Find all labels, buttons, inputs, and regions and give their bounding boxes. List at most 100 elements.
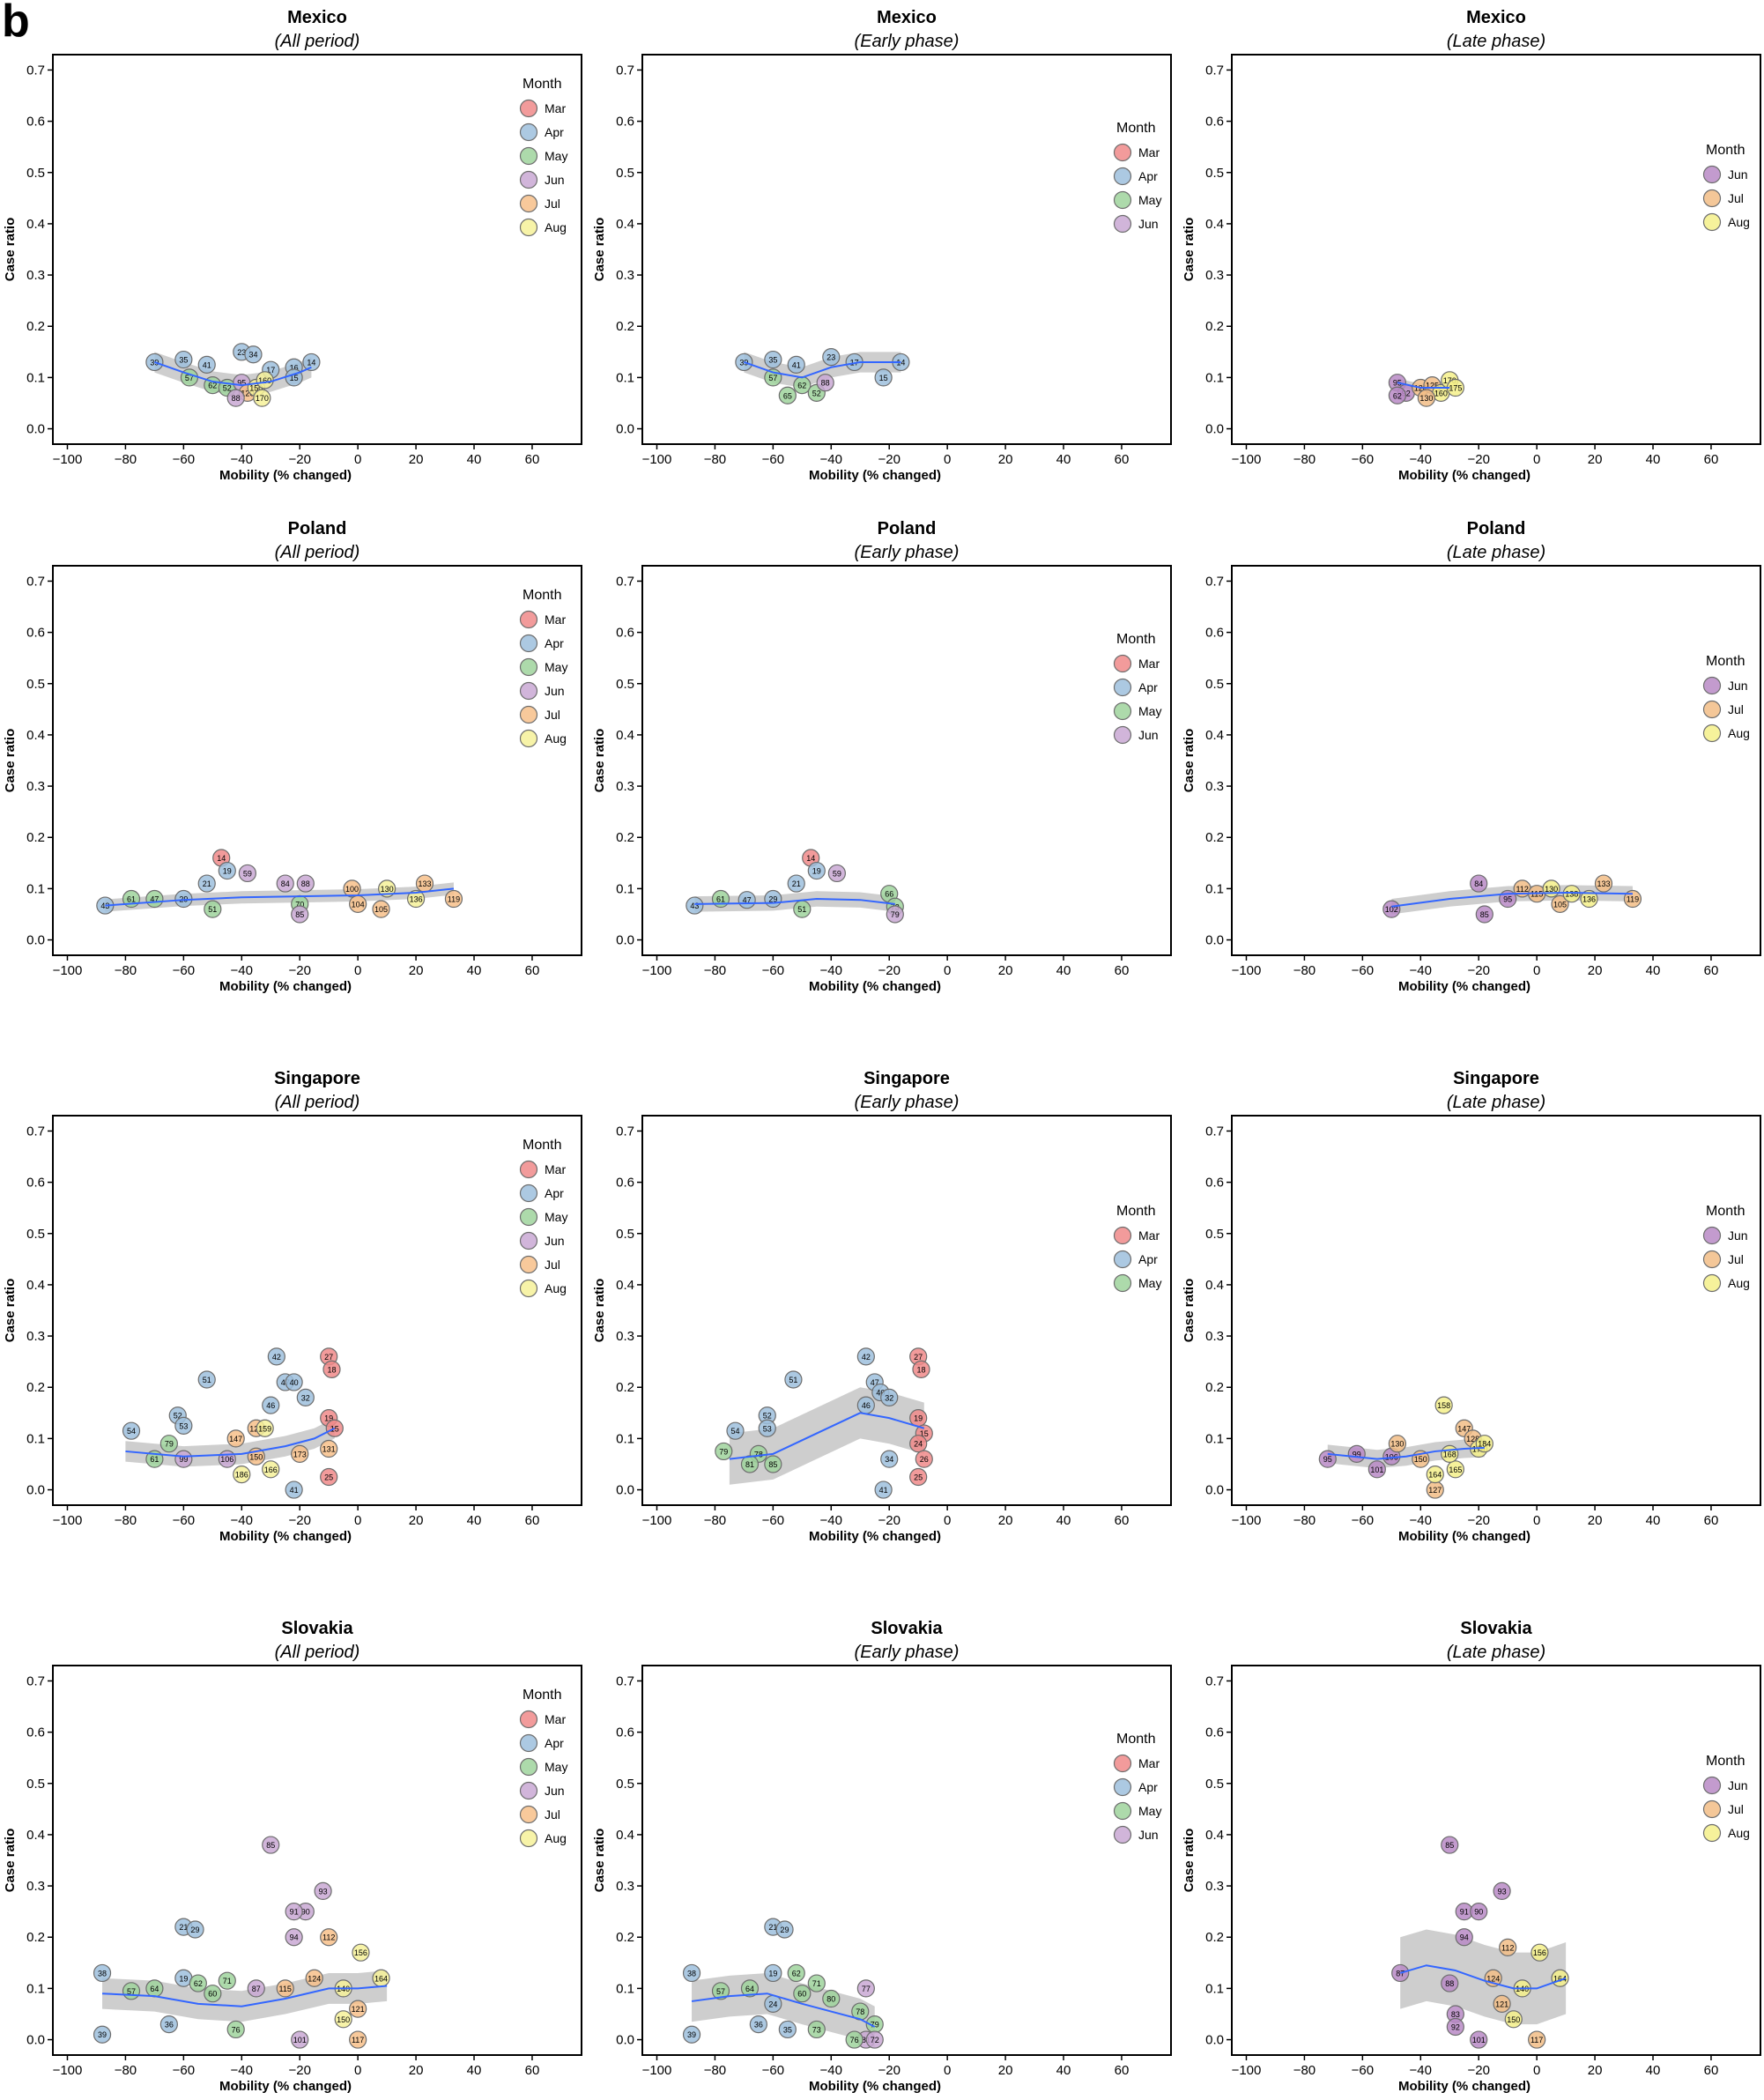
- point-marker: [334, 2010, 352, 2029]
- y-tick-label: 0.5: [26, 1777, 45, 1792]
- point-marker: [349, 2030, 367, 2049]
- data-point: 147: [226, 1429, 245, 1448]
- point-label: 42: [272, 1353, 281, 1362]
- point-marker: [244, 345, 263, 364]
- x-tick-label: −60: [762, 963, 784, 978]
- data-point: 93: [314, 1881, 332, 1900]
- x-tick-label: 60: [1115, 1513, 1130, 1528]
- data-point: 46: [262, 1396, 280, 1414]
- y-tick-label: 0.5: [616, 1777, 634, 1792]
- point-marker: [807, 861, 826, 880]
- point-marker: [352, 1943, 370, 1962]
- point-marker: [322, 1360, 341, 1378]
- data-point: 90: [1470, 1903, 1488, 1921]
- data-point: 164: [1551, 1969, 1569, 1987]
- point-marker: [807, 2020, 826, 2039]
- point-marker: [856, 1979, 875, 1998]
- y-tick-label: 0.3: [26, 1329, 45, 1344]
- x-tick-label: −40: [1410, 452, 1432, 467]
- point-label: 136: [410, 895, 423, 904]
- point-label: 124: [1486, 1974, 1500, 1983]
- data-point: 117: [1528, 2030, 1546, 2049]
- point-marker: [197, 355, 216, 374]
- point-marker: [1367, 1460, 1386, 1479]
- data-point: 165: [1446, 1460, 1464, 1479]
- data-point: 160: [256, 371, 274, 390]
- y-tick-label: 0.4: [26, 217, 45, 232]
- point-label: 160: [1434, 389, 1448, 397]
- point-label: 64: [150, 1985, 159, 1993]
- point-marker: [909, 1467, 928, 1487]
- point-marker: [865, 2030, 884, 2049]
- x-tick-label: 20: [998, 1513, 1013, 1528]
- x-tick-label: −60: [173, 452, 195, 467]
- legend-item-mar: Mar: [1113, 654, 1160, 673]
- legend-swatch: [519, 1160, 538, 1179]
- y-tick-label: 0.6: [1205, 115, 1224, 130]
- legend-label: Jul: [545, 708, 560, 722]
- point-label: 99: [1353, 1450, 1361, 1458]
- y-tick-label: 0.5: [26, 677, 45, 692]
- x-tick-label: 0: [1533, 963, 1540, 978]
- point-label: 147: [229, 1435, 242, 1443]
- legend-item-mar: Mar: [519, 1710, 566, 1729]
- legend-item-aug: Aug: [1702, 723, 1750, 743]
- legend-label: May: [545, 660, 567, 674]
- point-marker: [816, 374, 834, 392]
- legend-title: Month: [1706, 143, 1745, 158]
- y-tick-label: 0.7: [616, 574, 634, 589]
- y-tick-label: 0.0: [616, 2033, 634, 2048]
- data-point: 46: [856, 1396, 875, 1414]
- point-marker: [285, 1480, 303, 1499]
- data-point: 47: [145, 889, 164, 909]
- point-marker: [296, 874, 315, 893]
- legend-item-jul: Jul: [519, 194, 560, 213]
- point-label: 29: [781, 1926, 789, 1934]
- data-point: 29: [186, 1920, 204, 1939]
- smooth-fit-line: [1391, 892, 1633, 908]
- point-label: 88: [1445, 1979, 1454, 1988]
- x-tick-label: 60: [525, 2063, 540, 2078]
- point-marker: [267, 1347, 285, 1366]
- point-label: 168: [1443, 1450, 1456, 1458]
- chart-poland-early: Poland (Early phase) 0.0 0.1 0.2 0.3 0.4 0.5 0.6…: [592, 519, 1172, 994]
- y-axis-label: Case ratio: [592, 218, 607, 282]
- x-tick-label: −80: [1293, 2063, 1316, 2078]
- point-marker: [1441, 1836, 1459, 1854]
- legend-swatch: [1113, 1273, 1132, 1293]
- point-marker: [444, 889, 463, 909]
- data-point: 159: [256, 1419, 274, 1437]
- point-marker: [174, 1416, 193, 1435]
- data-point: 36: [749, 2015, 767, 2034]
- point-label: 15: [290, 374, 299, 382]
- point-label: 18: [916, 1365, 925, 1374]
- x-tick-label: −40: [231, 963, 253, 978]
- point-label: 27: [324, 1353, 333, 1362]
- point-label: 186: [235, 1471, 248, 1480]
- x-tick-label: 20: [1588, 2063, 1603, 2078]
- data-point: 101: [1470, 2030, 1488, 2049]
- y-axis-label: Case ratio: [3, 729, 18, 793]
- data-point: 40: [285, 1373, 303, 1391]
- y-tick-label: 0.0: [616, 1483, 634, 1498]
- point-marker: [845, 2030, 863, 2049]
- point-label: 35: [783, 2025, 792, 2034]
- point-label: 95: [1503, 895, 1512, 904]
- point-label: 21: [203, 879, 211, 888]
- point-marker: [1493, 1881, 1511, 1900]
- legend-title: Month: [523, 588, 561, 603]
- data-point: 133: [415, 874, 434, 893]
- data-point: 25: [320, 1467, 338, 1487]
- legend: Month Mar Apr May Jun: [1113, 1732, 1161, 1844]
- y-tick-label: 0.6: [1205, 1725, 1224, 1740]
- point-label: 21: [792, 879, 801, 888]
- point-marker: [764, 1455, 782, 1473]
- smooth-fit-line: [694, 898, 895, 905]
- data-point: 35: [764, 350, 782, 369]
- y-tick-label: 0.7: [616, 63, 634, 78]
- x-tick-label: −80: [115, 452, 137, 467]
- data-point: 130: [1542, 879, 1560, 898]
- point-label: 59: [243, 869, 252, 878]
- point-label: 70: [295, 900, 304, 909]
- point-marker: [880, 1388, 899, 1406]
